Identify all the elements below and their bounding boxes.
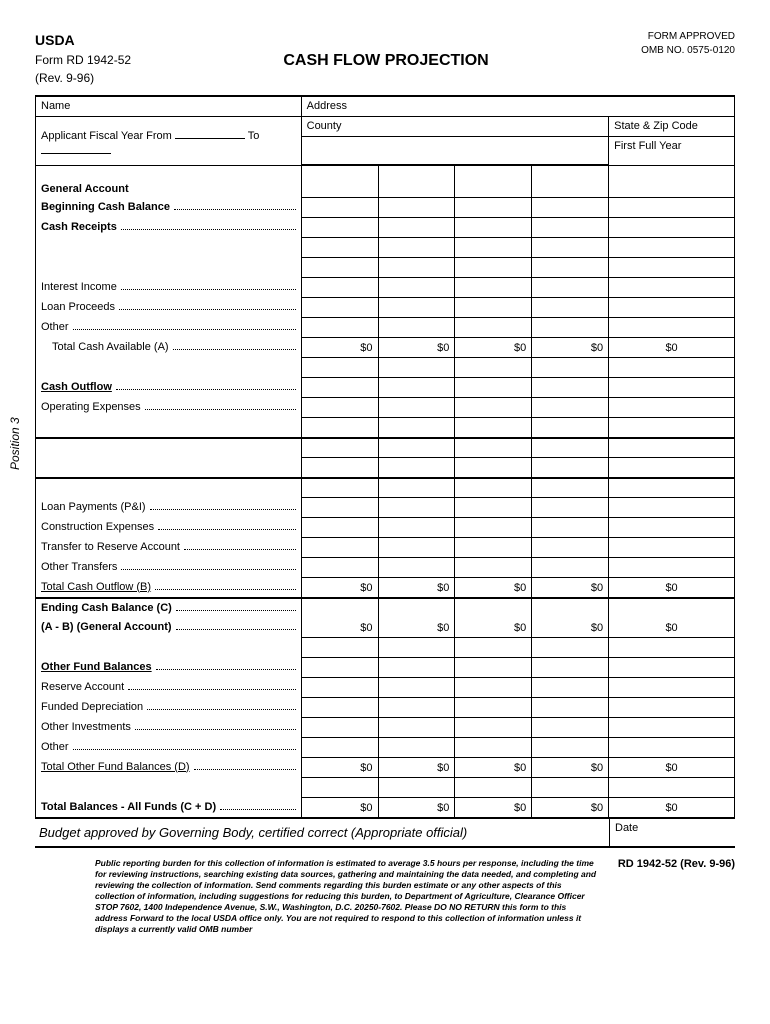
construction-expenses-row: Construction Expenses: [36, 518, 302, 538]
footer-form-id: RD 1942-52 (Rev. 9-96): [618, 858, 735, 870]
cash-outflow-heading: Cash Outflow: [36, 378, 302, 398]
beginning-cash-row: Beginning Cash Balance: [36, 198, 302, 218]
form-id: Form RD 1942-52: [35, 51, 131, 69]
agency: USDA: [35, 30, 131, 51]
general-account-heading: General Account: [36, 166, 302, 198]
form-header: USDA Form RD 1942-52 (Rev. 9-96) CASH FL…: [35, 30, 735, 87]
loan-proceeds-row: Loan Proceeds: [36, 298, 302, 318]
reserve-account-row: Reserve Account: [36, 678, 302, 698]
ending-cash-c-row: Ending Cash Balance (C): [36, 598, 302, 618]
state-zip-field[interactable]: State & Zip Code: [609, 116, 735, 136]
main-table: Name Address Applicant Fiscal Year From …: [35, 95, 735, 818]
revision: (Rev. 9-96): [35, 69, 131, 87]
other-row-1: Other: [36, 318, 302, 338]
form-approved: FORM APPROVED: [641, 30, 735, 44]
transfer-reserve-row: Transfer to Reserve Account: [36, 538, 302, 558]
date-field[interactable]: Date: [609, 819, 735, 846]
name-field[interactable]: Name: [36, 96, 302, 116]
other-investments-row: Other Investments: [36, 718, 302, 738]
funded-depreciation-row: Funded Depreciation: [36, 698, 302, 718]
first-full-year-label: First Full Year: [609, 136, 735, 166]
ab-general-row: (A - B) (General Account): [36, 618, 302, 638]
total-cash-available-row: Total Cash Available (A): [36, 338, 302, 358]
omb-number: OMB NO. 0575-0120: [641, 44, 735, 58]
interest-income-row: Interest Income: [36, 278, 302, 298]
position-label: Position 3: [8, 417, 22, 470]
total-cash-outflow-row: Total Cash Outflow (B): [36, 578, 302, 598]
certification-row: Budget approved by Governing Body, certi…: [35, 818, 735, 848]
other-fund-balances-heading: Other Fund Balances: [36, 658, 302, 678]
other-row-2: Other: [36, 738, 302, 758]
county-field[interactable]: County: [301, 116, 609, 136]
operating-expenses-row: Operating Expenses: [36, 398, 302, 418]
total-balances-row: Total Balances - All Funds (C + D): [36, 798, 302, 818]
footer: Public reporting burden for this collect…: [35, 858, 735, 935]
address-field[interactable]: Address: [301, 96, 734, 116]
other-transfers-row: Other Transfers: [36, 558, 302, 578]
burden-statement: Public reporting burden for this collect…: [35, 858, 598, 935]
cash-receipts-row: Cash Receipts: [36, 218, 302, 238]
form-title: CASH FLOW PROJECTION: [131, 30, 641, 70]
fiscal-year-field[interactable]: Applicant Fiscal Year From To: [36, 116, 302, 166]
loan-payments-row: Loan Payments (P&I): [36, 498, 302, 518]
certification-text: Budget approved by Governing Body, certi…: [35, 819, 609, 846]
total-other-fund-row: Total Other Fund Balances (D): [36, 758, 302, 778]
